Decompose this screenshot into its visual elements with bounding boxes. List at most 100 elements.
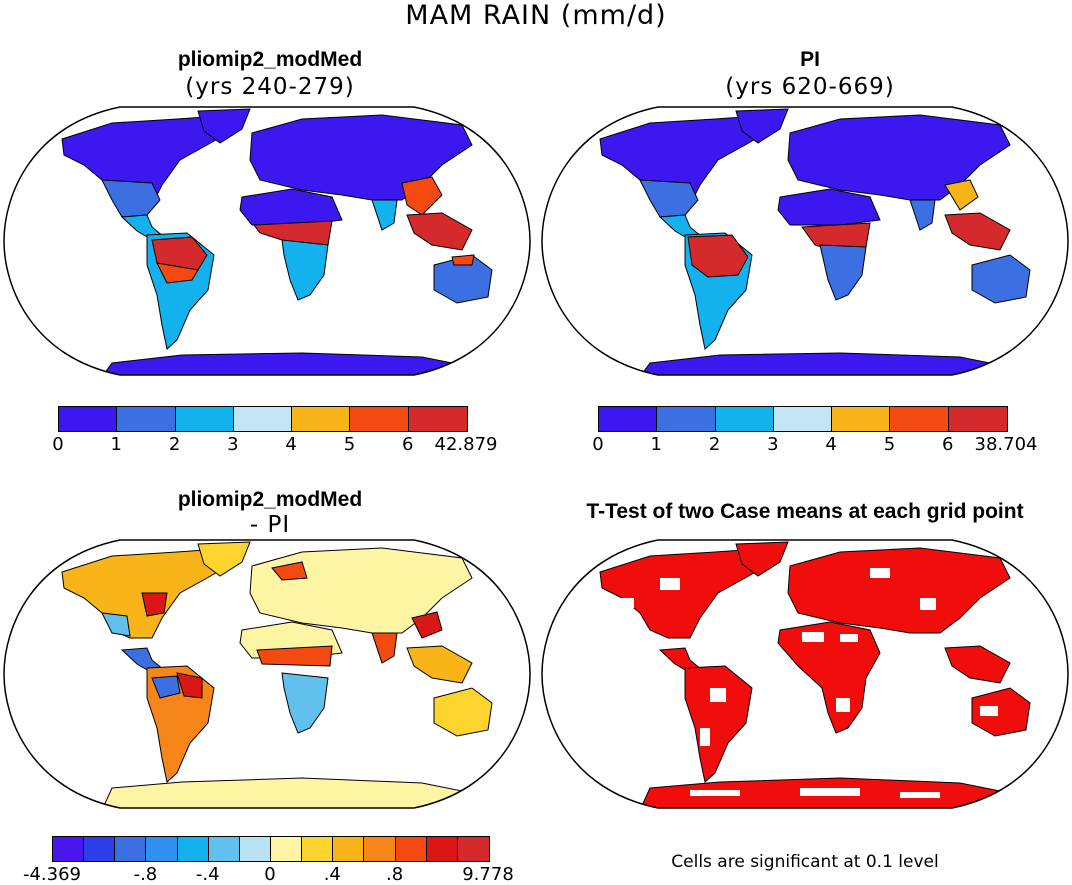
north-america-east	[141, 592, 168, 617]
figure-title: MAM RAIN (mm/d)	[405, 0, 667, 31]
map-bottom-left	[3, 539, 531, 809]
south-america	[684, 665, 753, 783]
colorbar-tick-label: 0	[592, 434, 604, 455]
colorbar-swatch	[408, 407, 467, 431]
panel-title-bottom-left: pliomip2_modMed	[177, 488, 363, 511]
greenland	[735, 108, 789, 144]
panel-subtitle-top-right: (yrs 620-669)	[725, 74, 895, 100]
panel-title-top-right: PI	[800, 48, 820, 71]
colorbar-tick-label: .8	[385, 864, 404, 885]
colorbar-swatch	[59, 407, 118, 431]
africa-south	[281, 239, 329, 301]
north-america-southwest	[101, 612, 131, 637]
africa-south	[819, 244, 867, 301]
colorbar-tick-label: 0	[52, 434, 64, 455]
colorbar-top-left	[58, 406, 468, 432]
colorbar-tick-label: 2	[168, 434, 181, 455]
colorbar-tick-label: -4.369	[22, 864, 82, 885]
amazon-south	[156, 262, 199, 284]
colorbar-swatch	[948, 407, 1007, 431]
colorbar-swatch	[84, 837, 116, 861]
colorbar-tick-label: 3	[227, 434, 239, 455]
africa-north	[777, 188, 881, 226]
colorbar-swatch	[364, 837, 396, 861]
colorbar-swatch	[333, 837, 365, 861]
colorbar-tick-label: 38.704	[974, 434, 1038, 455]
colorbar-tick-label: 4	[285, 434, 297, 455]
colorbar-swatch	[457, 837, 489, 861]
australia	[971, 254, 1031, 304]
colorbar-bottom-left	[52, 836, 490, 862]
india	[371, 632, 398, 664]
antarctica	[639, 352, 1011, 375]
colorbar-tick-label: 5	[883, 434, 896, 455]
panel-title-bottom-right: T-Test of two Case means at each grid po…	[586, 500, 1024, 523]
sahel	[256, 645, 333, 667]
colorbar-swatch	[239, 837, 271, 861]
southeast-asia	[944, 645, 1011, 684]
map-outline	[541, 106, 1069, 376]
eurasia	[787, 547, 1011, 634]
australia	[971, 687, 1031, 737]
greenland	[197, 108, 251, 144]
colorbar-tick-label: 6	[401, 434, 414, 455]
colorbar-swatch	[177, 837, 209, 861]
greenland	[735, 541, 789, 577]
colorbar-swatch	[773, 407, 833, 431]
panel-subtitle-top-left: (yrs 240-279)	[185, 74, 355, 100]
colorbar-swatch	[302, 837, 334, 861]
southeast-asia	[406, 212, 473, 251]
panel-subtitle-bottom-left: - PI	[249, 512, 291, 538]
colorbar-tick-label: 0	[264, 864, 276, 885]
colorbar-tick-label: 6	[941, 434, 954, 455]
colorbar-tick-label: 3	[767, 434, 779, 455]
southeast-asia	[944, 212, 1011, 251]
colorbar-swatch	[599, 407, 658, 431]
colorbar-swatch	[395, 837, 427, 861]
colorbar-tick-label: 9.778	[462, 864, 514, 885]
map-outline	[3, 106, 531, 376]
amazon-dry	[151, 675, 181, 699]
colorbar-tick-label: -.8	[133, 864, 158, 885]
colorbar-tick-label: 2	[708, 434, 721, 455]
colorbar-tick-label: -.4	[195, 864, 220, 885]
map-outline	[541, 539, 1069, 809]
southeast-asia	[406, 645, 473, 684]
colorbar-tick-label: 1	[110, 434, 123, 455]
colorbar-tick-label: 5	[343, 434, 356, 455]
colorbar-swatch	[715, 407, 774, 431]
europe-red	[271, 561, 308, 581]
australia	[433, 687, 493, 737]
panel-title-top-left: pliomip2_modMed	[177, 48, 363, 71]
colorbar-tick-label: 1	[650, 434, 663, 455]
map-top-right	[541, 106, 1069, 376]
significance-note: Cells are significant at 0.1 level	[671, 852, 939, 872]
east-asia-wet	[401, 176, 443, 216]
colorbar-swatch	[832, 407, 891, 431]
colorbar-tick-label: 42.879	[434, 434, 498, 455]
colorbar-swatch	[146, 837, 178, 861]
australia-north	[451, 254, 475, 266]
map-top-left	[3, 106, 531, 376]
east-asia-wet	[944, 179, 979, 211]
africa-south	[281, 672, 329, 734]
east-asia	[411, 611, 443, 639]
eurasia	[249, 547, 473, 634]
colorbar-top-right	[598, 406, 1008, 432]
india	[909, 199, 936, 231]
colorbar-swatch	[350, 407, 409, 431]
non-significant-cells	[620, 568, 998, 798]
antarctica	[101, 352, 473, 375]
africa	[777, 621, 881, 734]
amazon-wet	[687, 234, 749, 278]
colorbar-swatch	[175, 407, 234, 431]
india	[371, 199, 398, 231]
map-bottom-right	[541, 539, 1069, 809]
antarctica	[101, 777, 473, 808]
colorbar-swatch	[233, 407, 293, 431]
colorbar-swatch	[117, 407, 176, 431]
colorbar-swatch	[426, 837, 458, 861]
colorbar-swatch	[53, 837, 85, 861]
colorbar-swatch	[115, 837, 147, 861]
greenland	[197, 541, 251, 577]
